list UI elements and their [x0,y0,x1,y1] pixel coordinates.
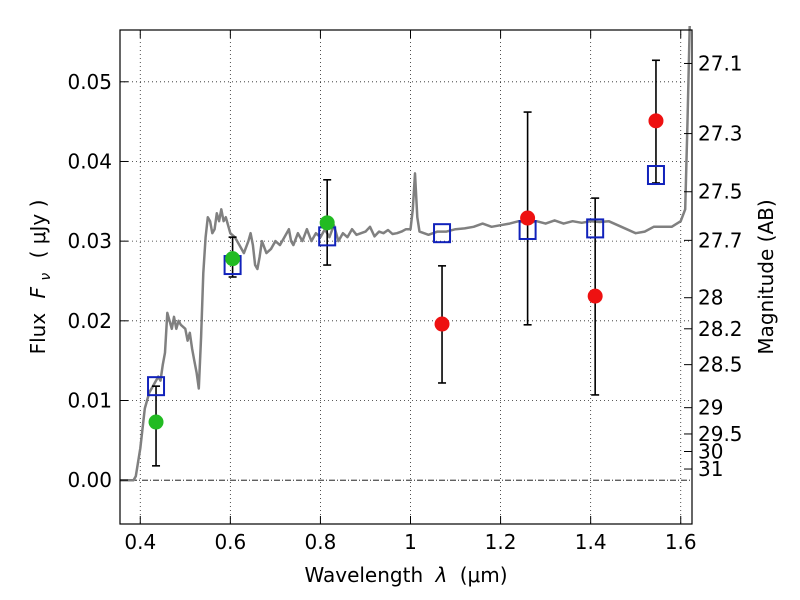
model-spectrum-line [120,25,691,482]
x-tick-label: 0.8 [305,530,337,554]
mag-tick-label: 27.5 [698,180,743,204]
y-axis-title-unit: ( μJy ) [26,200,50,259]
model-box-marker [147,376,166,397]
red-data-point [648,113,664,129]
y-tick-label: 0.04 [67,149,112,173]
mag-tick-label: 28.2 [698,317,743,341]
mag-tick-label: 29 [698,396,723,420]
mag-tick-label: 28 [698,286,723,310]
y-axis-title: Flux F ν ( μJy ) [26,200,55,355]
x-tick-label: 1.4 [575,530,607,554]
y-axis-title-subscript: ν [38,273,54,281]
model-box-marker [586,218,605,239]
data-point-layer [148,113,664,430]
model-box-marker [433,223,452,244]
green-data-point [148,414,164,430]
y-tick-label: 0.02 [67,309,112,333]
model-box-marker [646,165,665,186]
mag-tick-label: 28.5 [698,353,743,377]
red-data-point [520,210,536,226]
x-tick-label: 0.4 [124,530,156,554]
grid-layer [120,30,692,524]
y-tick-label: 0.05 [67,70,112,94]
model-layer [120,25,691,482]
mag-tick-label: 30 [698,439,723,463]
tick-layer: 0.4 0.6 0.8 1 1.2 1.4 1.6 0.00 0.01 0.02 0.03 0.04 0… [67,30,743,554]
green-data-point [225,251,241,267]
red-data-point [587,288,603,304]
mag-tick-label: 27.1 [698,51,743,75]
x-axis-title-unit: (μm) [460,563,508,587]
y-axis-title-prefix: Flux [26,313,50,355]
y2-axis-title: Magnitude (AB) [754,199,778,354]
red-data-point [434,316,450,332]
y-tick-label: 0.00 [67,468,112,492]
green-data-point [319,215,335,231]
x-tick-label: 0.6 [214,530,246,554]
x-axis-title: Wavelength λ (μm) [304,563,507,587]
y-tick-label: 0.03 [67,229,112,253]
x-tick-label: 1.6 [665,530,697,554]
mag-tick-label: 27.7 [698,228,743,252]
x-axis-title-prefix: Wavelength [304,563,423,587]
x-tick-label: 1 [404,530,417,554]
x-axis-title-symbol: λ [435,563,448,587]
plot-frame [119,29,693,525]
x-tick-label: 1.2 [485,530,517,554]
y-tick-label: 0.01 [67,389,112,413]
model-box-layer [147,165,665,397]
mag-tick-label: 29.5 [698,422,743,446]
mag-tick-label: 27.3 [698,122,743,146]
y-axis-title-symbol: F [26,286,50,298]
mag-tick-label: 31 [698,457,723,481]
